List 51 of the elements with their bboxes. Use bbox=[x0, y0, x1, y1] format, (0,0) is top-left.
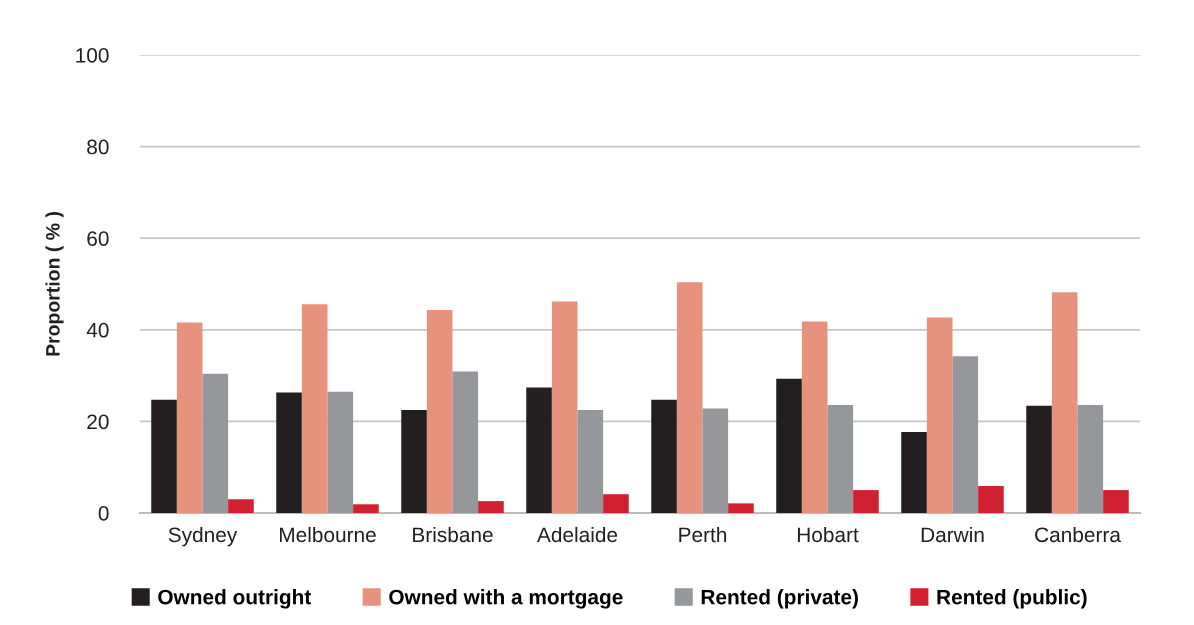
y-tick-label: 60 bbox=[87, 231, 109, 246]
bar bbox=[1103, 490, 1129, 513]
bar bbox=[301, 304, 328, 513]
bar bbox=[1077, 404, 1104, 513]
bar bbox=[401, 409, 427, 513]
legend-label: Owned outright bbox=[158, 589, 312, 609]
bar bbox=[978, 485, 1004, 513]
bar bbox=[151, 399, 177, 513]
x-tick-label: Perth bbox=[679, 526, 727, 543]
bar bbox=[801, 321, 828, 513]
x-tick-label: Sydney bbox=[168, 526, 238, 547]
bar bbox=[452, 371, 479, 513]
bar bbox=[603, 494, 629, 513]
bar bbox=[952, 356, 979, 513]
bar bbox=[526, 387, 552, 513]
y-tick-label: 80 bbox=[87, 139, 109, 155]
bar bbox=[353, 504, 379, 513]
bar bbox=[551, 301, 578, 513]
legend-label: Owned with a mortgage bbox=[389, 589, 623, 609]
bar bbox=[478, 501, 504, 513]
bar bbox=[926, 317, 953, 513]
bar bbox=[1026, 405, 1052, 513]
bar bbox=[827, 404, 854, 513]
bar bbox=[327, 391, 354, 513]
bar bbox=[176, 322, 203, 513]
x-tick-label: Melbourne bbox=[279, 526, 376, 543]
bar bbox=[853, 490, 879, 513]
x-tick-label: Darwin bbox=[921, 526, 984, 543]
bar bbox=[1051, 292, 1078, 513]
y-tick-label: 40 bbox=[86, 322, 109, 338]
bar bbox=[676, 282, 703, 513]
x-tick-label: Adelaide bbox=[537, 526, 618, 543]
bar bbox=[651, 399, 677, 513]
bar bbox=[728, 503, 754, 513]
bar bbox=[702, 408, 729, 513]
x-tick-label: Brisbane bbox=[413, 526, 493, 543]
y-tick-label: 20 bbox=[87, 414, 109, 430]
legend-label: Rented (private) bbox=[701, 589, 858, 609]
y-tick-label: 0 bbox=[98, 506, 109, 521]
bar bbox=[202, 373, 229, 513]
legend-label: Rented (public) bbox=[937, 589, 1087, 609]
bar bbox=[426, 310, 453, 513]
bar bbox=[228, 499, 254, 513]
x-tick-label: Canberra bbox=[1035, 526, 1121, 543]
y-axis-title: Proportion ( % ) bbox=[45, 212, 64, 356]
bar bbox=[276, 392, 302, 513]
y-tick-label: 100 bbox=[76, 48, 109, 63]
x-tick-label: Hobart bbox=[797, 526, 859, 543]
bar bbox=[776, 378, 802, 513]
bar bbox=[901, 431, 927, 513]
bar bbox=[577, 409, 604, 513]
